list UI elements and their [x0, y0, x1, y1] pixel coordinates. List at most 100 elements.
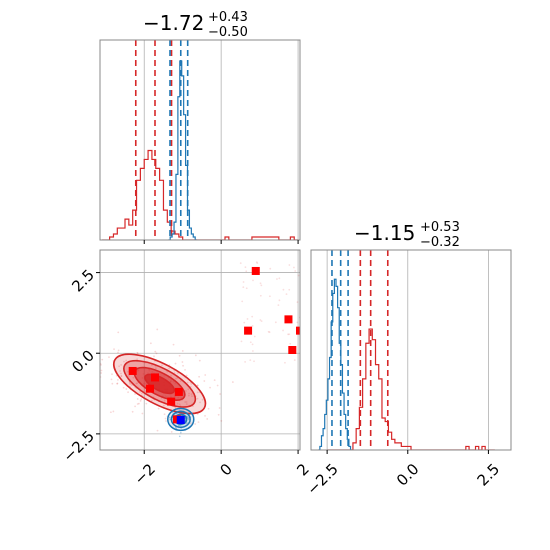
sample-point	[260, 320, 263, 323]
sample-point	[249, 341, 252, 344]
sample-point	[184, 401, 187, 403]
sample-point	[123, 360, 125, 363]
sample-point	[136, 358, 139, 361]
sample-point	[120, 372, 122, 375]
sample-point	[246, 318, 249, 320]
sample-point	[296, 301, 299, 303]
sample-point	[259, 282, 262, 285]
sample-point	[170, 374, 172, 377]
sample-point	[134, 405, 136, 408]
sample-point	[251, 350, 254, 352]
sample-point	[161, 364, 163, 367]
sample-point	[112, 410, 115, 413]
sample-point	[140, 398, 143, 401]
joint-x-tick-label: 0	[216, 460, 235, 479]
joint-y-tick-labels: −2.5 0.0 2.5	[60, 266, 98, 466]
red-marker	[167, 397, 176, 406]
sample-point	[296, 321, 299, 324]
axes-frame	[99, 249, 301, 451]
sample-point	[187, 388, 190, 391]
sample-point	[139, 399, 142, 402]
sample-point	[175, 427, 178, 430]
sample-point	[239, 262, 242, 265]
sample-point	[127, 391, 129, 394]
sample-point	[181, 350, 184, 352]
sample-point	[185, 374, 188, 377]
sample-point	[245, 270, 248, 273]
sample-point	[122, 386, 125, 389]
sample-point	[101, 358, 104, 361]
sample-point	[156, 429, 159, 432]
sample-point	[204, 414, 206, 417]
sample-point	[242, 281, 245, 283]
param2-title: −1.15	[354, 221, 415, 245]
sample-point	[187, 417, 190, 419]
sample-point	[181, 361, 184, 363]
sample-point	[155, 352, 158, 355]
param2-x-tick-label: −2.5	[303, 460, 341, 498]
sample-point	[136, 403, 139, 405]
sample-point	[293, 266, 295, 269]
sample-point	[209, 386, 211, 389]
sample-point	[180, 431, 182, 434]
param2-histogram-red	[327, 328, 495, 450]
sample-point	[245, 287, 248, 290]
sample-point	[276, 278, 278, 280]
sample-point	[255, 261, 258, 264]
sample-point	[241, 300, 244, 303]
sample-point	[134, 393, 136, 395]
red-marker	[288, 346, 297, 354]
sample-point	[113, 348, 115, 351]
sample-point	[251, 343, 254, 346]
sample-point	[136, 382, 139, 385]
sample-point	[163, 413, 166, 416]
sample-point	[240, 340, 243, 343]
sample-point	[278, 277, 281, 280]
blue-marker	[176, 416, 185, 424]
joint-plotarea	[100, 260, 300, 438]
sample-point	[251, 324, 254, 327]
sample-point	[189, 422, 192, 425]
sample-point	[128, 382, 131, 385]
sample-point	[289, 342, 292, 345]
param1-histogram-red	[101, 149, 299, 240]
joint-x-tick-label: 2	[293, 460, 312, 479]
sample-point	[154, 367, 157, 370]
red-marker	[174, 387, 183, 396]
param2-histogram-blue	[318, 278, 353, 450]
sample-point	[251, 315, 254, 318]
sample-point	[252, 279, 254, 282]
sample-point	[138, 402, 140, 405]
sample-point	[204, 374, 207, 376]
sample-point	[145, 402, 148, 405]
sample-point	[136, 398, 139, 400]
sample-point	[185, 390, 187, 392]
sample-point	[294, 270, 297, 272]
sample-point	[129, 383, 132, 385]
sample-point	[259, 294, 262, 297]
sample-point	[132, 376, 135, 379]
param1-title: −1.72	[143, 11, 204, 35]
sample-point	[168, 367, 170, 370]
red-marker	[128, 366, 137, 375]
sample-point	[111, 373, 113, 376]
sample-point	[297, 274, 300, 277]
sample-point	[199, 401, 201, 404]
sample-point	[176, 372, 179, 375]
sample-point	[194, 354, 197, 357]
sample-point	[165, 420, 167, 422]
sample-point	[157, 407, 160, 410]
joint-y-tick-label: −2.5	[60, 427, 98, 465]
sample-point	[174, 362, 177, 365]
red-marker	[284, 315, 293, 324]
sample-point	[288, 264, 291, 266]
sample-point	[216, 384, 219, 387]
param1-title-minus: −0.50	[208, 25, 248, 40]
sample-point	[116, 378, 119, 381]
sample-point	[253, 360, 255, 363]
sample-point	[175, 377, 177, 380]
red-marker	[146, 384, 154, 393]
sample-point	[268, 295, 271, 298]
sample-point	[131, 410, 134, 413]
axes-frame	[310, 249, 512, 451]
